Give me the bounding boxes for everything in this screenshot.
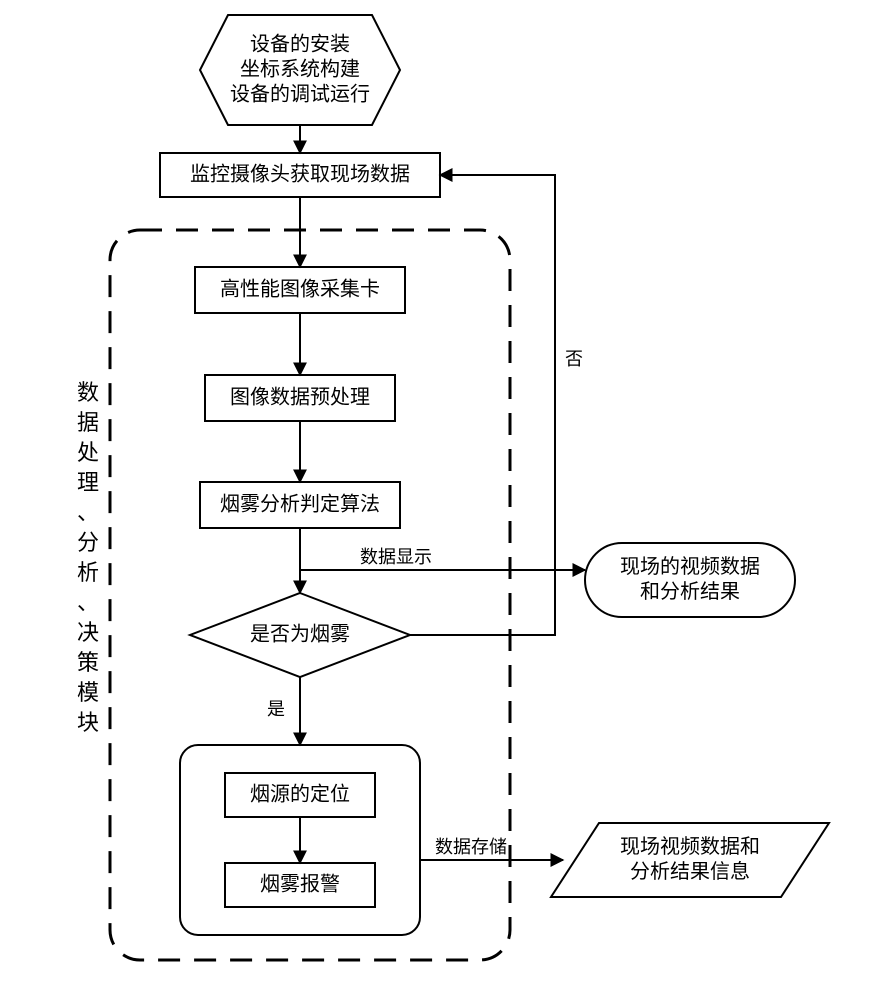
side-label-char-8: 决: [77, 620, 99, 645]
node-n1-line2: 设备的调试运行: [230, 82, 370, 105]
side-label-char-6: 析: [77, 560, 99, 585]
node-n2: 监控摄像头获取现场数据: [160, 153, 440, 197]
node-n7: 烟源的定位: [225, 773, 375, 817]
edge-label-e10_store: 数据存储: [435, 837, 507, 857]
node-n7-line0: 烟源的定位: [250, 782, 350, 805]
side-label-char-11: 块: [77, 710, 99, 735]
edge-label-e8_no: 否: [565, 349, 583, 369]
side-label-char-0: 数: [77, 380, 99, 405]
edge-label-e6: 是: [267, 699, 285, 719]
side-label-char-1: 据: [77, 410, 99, 435]
node-n9: 现场的视频数据和分析结果: [585, 543, 795, 617]
side-label-char-3: 理: [77, 470, 99, 495]
node-n9-line1: 和分析结果: [640, 580, 740, 603]
node-n8-line0: 烟雾报警: [260, 872, 340, 895]
side-label-char-7: 、: [77, 590, 99, 615]
node-n5: 烟雾分析判定算法: [200, 482, 400, 528]
node-n10: 现场视频数据和分析结果信息: [551, 823, 829, 897]
node-n3-line0: 高性能图像采集卡: [220, 277, 380, 300]
node-n1-line0: 设备的安装: [250, 32, 350, 55]
side-label-char-5: 分: [77, 530, 99, 555]
side-label-char-9: 策: [77, 650, 99, 675]
node-n6-line0: 是否为烟雾: [250, 622, 350, 645]
node-n5-line0: 烟雾分析判定算法: [220, 492, 380, 515]
side-label-char-4: 、: [77, 500, 99, 525]
node-n6: 是否为烟雾: [190, 593, 410, 677]
node-n10-line1: 分析结果信息: [630, 860, 750, 883]
node-n9-line0: 现场的视频数据: [620, 555, 760, 578]
node-n4: 图像数据预处理: [205, 375, 395, 421]
side-label-char-10: 模: [77, 680, 99, 705]
edge-label-e9_display: 数据显示: [360, 547, 432, 567]
node-n1: 设备的安装坐标系统构建设备的调试运行: [200, 15, 400, 125]
node-n8: 烟雾报警: [225, 863, 375, 907]
side-label-char-2: 处: [77, 440, 99, 465]
flowchart-diagram: 设备的安装坐标系统构建设备的调试运行监控摄像头获取现场数据高性能图像采集卡图像数…: [0, 0, 887, 1000]
node-n4-line0: 图像数据预处理: [230, 385, 370, 408]
node-n3: 高性能图像采集卡: [195, 267, 405, 313]
node-n2-line0: 监控摄像头获取现场数据: [190, 162, 410, 185]
node-n10-line0: 现场视频数据和: [620, 835, 760, 858]
node-n1-line1: 坐标系统构建: [240, 57, 360, 80]
